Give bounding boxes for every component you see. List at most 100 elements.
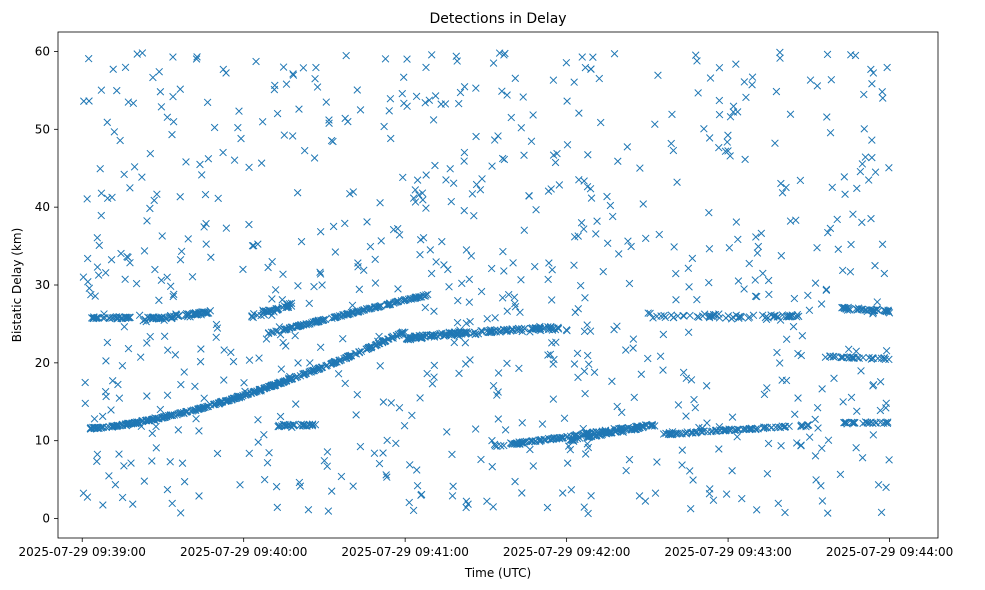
data-point-clutter — [412, 466, 421, 474]
data-point-clutter — [85, 284, 94, 292]
data-point-clutter — [871, 261, 879, 270]
data-point-clutter — [868, 136, 876, 144]
data-point-clutter — [219, 148, 227, 157]
data-point-track-20-end — [829, 352, 837, 361]
data-point-clutter — [668, 110, 676, 119]
data-point-clutter — [635, 492, 644, 500]
data-point-clutter — [426, 246, 435, 254]
data-point-clutter — [804, 291, 812, 300]
data-point-clutter — [126, 258, 134, 267]
data-point-track-12-end — [847, 418, 856, 427]
data-point-track-23-to-25 — [428, 332, 436, 340]
data-point-clutter — [765, 290, 773, 299]
data-point-clutter — [193, 53, 201, 61]
data-point-clutter — [839, 398, 847, 406]
y-tick-label: 60 — [35, 44, 50, 58]
data-point-clutter — [277, 365, 286, 373]
data-point-clutter — [268, 257, 276, 266]
data-point-clutter — [811, 452, 820, 460]
data-point-clutter — [587, 65, 595, 73]
data-point-clutter — [353, 86, 362, 94]
data-point-low-track-late — [785, 422, 793, 431]
data-point-clutter — [518, 489, 526, 497]
data-point-clutter — [805, 306, 814, 315]
data-point-clutter — [273, 503, 282, 512]
data-point-clutter — [94, 271, 103, 279]
data-point-rising-track-low — [380, 337, 388, 345]
data-point-clutter — [841, 190, 849, 199]
data-point-clutter — [563, 459, 572, 467]
data-point-clutter — [668, 428, 677, 436]
data-point-clutter — [786, 110, 795, 118]
data-point-clutter — [178, 459, 187, 467]
data-point-clutter — [489, 59, 498, 67]
data-point-clutter — [409, 506, 418, 515]
data-point-track-26-late — [788, 311, 797, 320]
data-point-clutter — [379, 449, 387, 457]
data-point-clutter — [146, 332, 154, 341]
data-point-clutter — [840, 173, 849, 181]
data-point-clutter — [885, 456, 893, 464]
data-point-rising-track-high — [370, 303, 379, 312]
data-point-track-23-to-25 — [536, 324, 545, 333]
data-point-clutter — [456, 326, 464, 334]
data-point-low-track-3min — [636, 423, 644, 432]
data-point-clutter — [734, 277, 743, 285]
data-point-clutter — [584, 360, 593, 369]
data-point-clutter — [462, 319, 471, 328]
data-point-clutter — [669, 146, 678, 155]
data-point-clutter — [728, 466, 736, 475]
data-point-clutter — [163, 273, 171, 282]
data-point-clutter — [427, 51, 436, 59]
data-point-clutter — [438, 237, 446, 246]
data-point-track-20-end — [849, 353, 858, 362]
data-point-clutter — [587, 194, 596, 202]
data-point-clutter — [349, 482, 357, 490]
data-point-low-track-late — [802, 422, 810, 431]
data-point-clutter — [782, 183, 790, 192]
data-point-rising-track-low — [225, 396, 234, 404]
data-point-track-27-end — [869, 306, 878, 315]
data-point-rising-track-low — [352, 350, 361, 358]
data-point-clutter — [752, 233, 760, 241]
data-point-clutter — [118, 361, 127, 370]
data-point-clutter — [488, 162, 496, 170]
y-tick-label: 20 — [35, 356, 50, 370]
data-point-rising-track-low — [340, 354, 348, 363]
data-point-clutter — [422, 171, 430, 179]
data-point-clutter — [399, 73, 408, 81]
data-point-clutter — [483, 314, 491, 323]
data-point-clutter — [882, 347, 891, 355]
data-point-clutter — [724, 147, 732, 155]
data-point-clutter — [490, 440, 499, 449]
data-point-clutter — [103, 194, 112, 203]
data-point-clutter — [545, 259, 553, 267]
data-point-track-23-to-25 — [551, 325, 560, 334]
data-point-clutter — [169, 292, 177, 301]
data-point-clutter — [793, 310, 802, 319]
data-point-clutter — [275, 323, 284, 331]
data-point-low-track-late — [687, 428, 695, 437]
data-point-clutter — [188, 273, 197, 281]
data-point-clutter — [411, 186, 420, 194]
data-point-clutter — [563, 141, 572, 149]
data-point-clutter — [419, 196, 427, 204]
data-point-clutter — [409, 194, 418, 202]
data-point-clutter — [260, 475, 269, 484]
data-point-clutter — [354, 259, 362, 267]
data-point-clutter — [472, 84, 480, 92]
data-point-clutter — [143, 392, 151, 400]
data-point-clutter — [245, 163, 253, 172]
data-point-clutter — [867, 214, 875, 223]
data-point-clutter — [548, 326, 557, 334]
data-point-clutter — [824, 436, 833, 444]
data-point-clutter — [81, 378, 89, 387]
data-point-clutter — [210, 123, 219, 132]
data-point-clutter — [442, 176, 450, 184]
data-point-clutter — [276, 330, 285, 339]
data-point-clutter — [659, 330, 668, 339]
data-point-rising-track-high — [344, 310, 352, 318]
data-point-low-track-3min — [648, 422, 656, 430]
data-point-clutter — [379, 398, 388, 406]
data-point-rising-track-low — [357, 347, 366, 356]
